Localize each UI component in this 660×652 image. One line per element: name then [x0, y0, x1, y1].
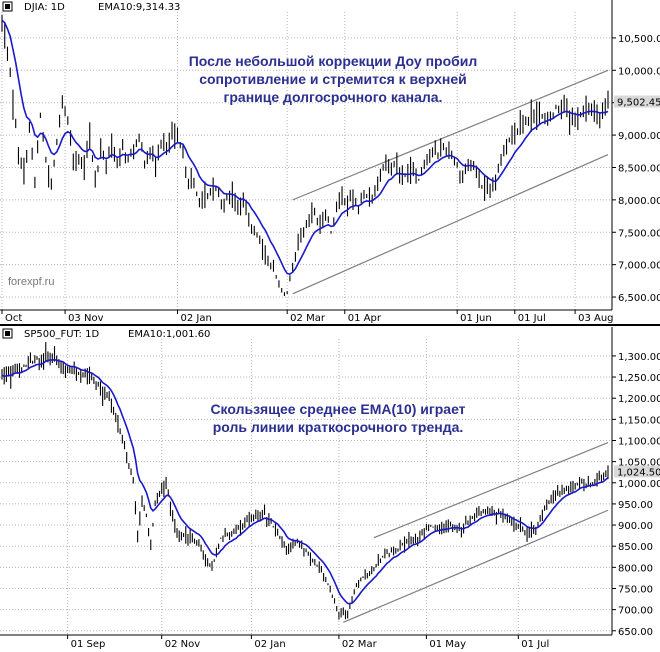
djia-annotation-line: сопротивление и стремится к верхней — [199, 71, 467, 87]
djia-x-ticks: Oct 03 Nov 02 Jan 02 Mar 01 Apr 01 Jun 01 Jul 0… — [1, 310, 614, 324]
djia-y-tick-label: 10,500.00 — [618, 34, 660, 45]
djia-y-tick-label: 7,000.00 — [618, 261, 660, 272]
sp500-y-tick-label: 1,050.00 — [618, 458, 660, 469]
sp500-channel-lines — [343, 442, 609, 623]
sp500-last-price-marker: 1,024.50 — [614, 465, 660, 478]
sp500-collapse-icon-inner — [5, 331, 10, 336]
djia-y-tick-label: 7,500.00 — [618, 228, 660, 239]
sp500-y-tick-label: 1,100.00 — [618, 436, 660, 447]
sp500-y-ticks: 650.00 700.00 750.00 800.00 850.00 900.00 950.… — [612, 352, 660, 638]
sp500-y-tick-label: 900.00 — [618, 521, 653, 532]
djia-annotation-line: границе долгосрочного канала. — [224, 89, 443, 105]
sp500-ema-label: EMA10:1,001.60 — [128, 329, 210, 340]
djia-channel-lower — [292, 153, 609, 295]
djia-y-tick-label: 9,000.00 — [618, 131, 660, 142]
sp500-y-tick-label: 850.00 — [618, 542, 653, 553]
djia-x-tick-label: 01 Jun — [460, 313, 492, 324]
djia-x-tick-label: 01 Apr — [348, 313, 382, 324]
djia-annotation-line: После небольшой коррекции Доу пробил — [189, 53, 478, 69]
djia-panel: DJIA: 1D EMA10:9,314.33 После небольшой … — [0, 0, 660, 325]
sp500-y-tick-label: 1,250.00 — [618, 373, 660, 384]
watermark: forexpf.ru — [8, 276, 54, 288]
sp500-y-tick-label: 1,000.00 — [618, 479, 660, 490]
djia-symbol-label: DJIA: 1D — [24, 2, 65, 13]
sp500-symbol-label: SP500_FUT: 1D — [24, 329, 99, 340]
sp500-annotation: Скользящее среднее EMA(10) играет роль ли… — [210, 401, 465, 435]
djia-y-tick-label: 10,000.00 — [618, 66, 660, 77]
djia-y-tick-label: 8,500.00 — [618, 163, 660, 174]
djia-last-price: 9,502.45 — [617, 98, 660, 109]
djia-x-tick-label: Oct — [5, 313, 22, 324]
sp500-x-tick-label: 01 Sep — [71, 639, 106, 650]
djia-x-tick-label: 02 Mar — [290, 313, 326, 324]
djia-last-price-marker: 9,502.45 — [614, 95, 660, 109]
sp500-panel: SP500_FUT: 1D EMA10:1,001.60 Скользящее … — [0, 327, 660, 650]
djia-channel-lines — [292, 69, 609, 295]
sp500-y-tick-label: 800.00 — [618, 563, 653, 574]
sp500-x-tick-label: 02 Jan — [254, 639, 285, 650]
sp500-channel-lower — [343, 509, 609, 623]
sp500-x-tick-label: 01 Jul — [521, 639, 549, 650]
sp500-y-tick-label: 750.00 — [618, 584, 653, 595]
sp500-last-price: 1,024.50 — [617, 467, 660, 478]
djia-grid — [0, 12, 612, 310]
djia-x-tick-label: 03 Aug — [578, 313, 613, 324]
djia-x-tick-label: 02 Jan — [180, 313, 211, 324]
sp500-grid — [0, 339, 612, 635]
djia-y-tick-label: 6,500.00 — [618, 293, 660, 304]
djia-annotation: После небольшой коррекции Доу пробил сопр… — [189, 53, 478, 105]
djia-header-bg — [0, 0, 612, 12]
sp500-y-tick-label: 950.00 — [618, 500, 653, 511]
sp500-channel-upper — [373, 442, 609, 539]
djia-channel-upper — [292, 69, 609, 201]
sp500-last-price-box — [614, 465, 660, 478]
sp500-y-tick-label: 1,150.00 — [618, 415, 660, 426]
djia-last-price-box — [614, 95, 660, 108]
sp500-y-tick-label: 650.00 — [618, 627, 653, 638]
sp500-annotation-line: роль линии краткосрочного тренда. — [213, 419, 464, 435]
djia-collapse-icon-inner — [5, 4, 10, 9]
sp500-ema-line — [1, 358, 609, 605]
djia-ema-label: EMA10:9,314.33 — [98, 2, 180, 13]
djia-x-tick-label: 01 Jul — [518, 313, 546, 324]
djia-x-tick-label: 03 Nov — [68, 313, 104, 324]
sp500-x-tick-label: 01 May — [429, 639, 466, 650]
djia-y-tick-label: 8,000.00 — [618, 196, 660, 207]
djia-background — [0, 0, 660, 325]
sp500-x-tick-label: 02 Nov — [165, 639, 201, 650]
sp500-y-tick-label: 1,200.00 — [618, 394, 660, 405]
djia-y-ticks: 6,500.00 7,000.00 7,500.00 8,000.00 8,500.00… — [612, 34, 660, 304]
djia-price-bars — [1, 14, 609, 297]
sp500-price-bars — [1, 342, 609, 620]
sp500-annotation-line: Скользящее среднее EMA(10) играет — [210, 401, 465, 417]
sp500-x-tick-label: 02 Mar — [342, 639, 378, 650]
djia-ema-line — [1, 19, 609, 275]
sp500-y-tick-label: 700.00 — [618, 606, 653, 617]
sp500-x-ticks: 01 Sep 02 Nov 02 Jan 02 Mar 01 May 01 Jul — [67, 635, 549, 650]
sp500-header-bg — [0, 327, 612, 339]
sp500-y-tick-label: 1,300.00 — [618, 352, 660, 363]
